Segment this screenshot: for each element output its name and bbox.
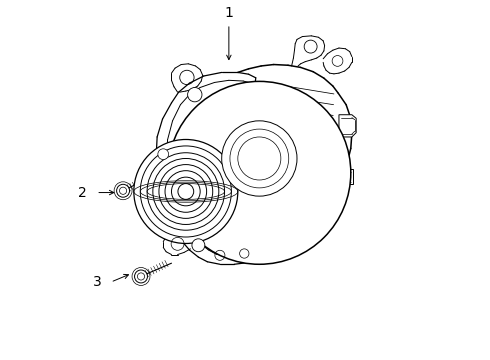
Circle shape [168,81,351,264]
Circle shape [221,121,297,196]
Circle shape [135,270,147,283]
Circle shape [192,239,205,252]
Circle shape [158,149,169,159]
Polygon shape [339,115,356,137]
Circle shape [188,87,202,102]
Text: 1: 1 [224,6,233,20]
Text: 3: 3 [93,275,101,289]
Circle shape [134,139,238,243]
Text: 2: 2 [78,185,87,199]
Polygon shape [338,169,353,184]
Circle shape [117,184,129,197]
